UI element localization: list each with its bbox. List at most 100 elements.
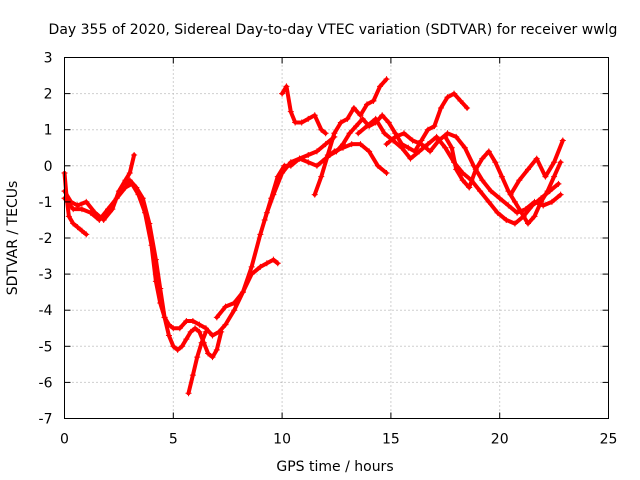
data-point xyxy=(494,209,501,216)
series-arc-6 xyxy=(213,256,281,321)
data-point xyxy=(542,173,549,180)
data-point xyxy=(442,133,449,140)
chart-title: Day 355 of 2020, Sidereal Day-to-day VTE… xyxy=(49,22,618,38)
data-point xyxy=(381,130,388,137)
data-point xyxy=(424,141,431,148)
data-point xyxy=(333,148,340,155)
series-arc-10 xyxy=(326,90,471,158)
series-arc-9 xyxy=(311,76,390,198)
x-axis-label: GPS time / hours xyxy=(276,459,393,475)
data-point xyxy=(170,325,177,332)
data-point xyxy=(348,141,355,148)
data-point xyxy=(326,151,333,158)
y-tick-label: 3 xyxy=(44,51,53,67)
data-point xyxy=(231,307,238,314)
data-point xyxy=(511,220,518,227)
data-point xyxy=(83,231,90,238)
y-tick-label: 0 xyxy=(44,159,53,175)
data-point xyxy=(407,155,414,162)
data-point xyxy=(189,318,196,325)
data-point xyxy=(311,191,318,198)
data-point xyxy=(311,112,318,119)
data-point xyxy=(496,195,503,202)
data-point xyxy=(479,177,486,184)
x-tick-label: 25 xyxy=(600,432,618,448)
data-point xyxy=(451,90,458,97)
data-point xyxy=(78,227,85,234)
plot-frame xyxy=(64,57,609,419)
x-tick-label: 0 xyxy=(60,432,69,448)
data-point xyxy=(74,224,81,231)
data-point xyxy=(165,332,172,339)
data-point xyxy=(313,148,320,155)
data-point xyxy=(405,144,412,151)
data-point xyxy=(453,166,460,173)
data-point xyxy=(503,216,510,223)
series-line xyxy=(312,77,389,197)
data-point xyxy=(459,177,466,184)
data-point xyxy=(268,195,275,202)
data-point xyxy=(379,112,386,119)
data-point xyxy=(472,166,479,173)
data-point xyxy=(133,184,140,191)
data-point xyxy=(427,148,434,155)
data-point xyxy=(435,137,442,144)
y-tick-label: -1 xyxy=(39,195,53,211)
data-point xyxy=(531,213,538,220)
data-point xyxy=(505,188,512,195)
data-point xyxy=(505,202,512,209)
series-arc-5 xyxy=(185,328,209,397)
data-point xyxy=(274,173,281,180)
data-point xyxy=(70,206,77,213)
tick-label-layer: 0 5 10 15 20 25 -7 -6 -5 -4 -3 -2 -1 0 1 2 3 xyxy=(39,51,618,448)
x-tick-label: 15 xyxy=(382,432,400,448)
data-point xyxy=(70,220,77,227)
data-point xyxy=(557,191,564,198)
data-point xyxy=(363,123,370,130)
data-point xyxy=(485,198,492,205)
data-point xyxy=(385,119,392,126)
data-point xyxy=(363,101,370,108)
data-point xyxy=(522,206,529,213)
data-point xyxy=(209,332,216,339)
data-point xyxy=(377,83,384,90)
data-point xyxy=(398,144,405,151)
data-point xyxy=(400,130,407,137)
data-point xyxy=(322,141,329,148)
series-arc-14 xyxy=(507,137,566,198)
data-point xyxy=(555,180,562,187)
data-point xyxy=(431,123,438,130)
data-point xyxy=(176,325,183,332)
data-point xyxy=(359,115,366,122)
data-point xyxy=(416,148,423,155)
data-point xyxy=(283,83,290,90)
data-point xyxy=(213,314,220,321)
data-point xyxy=(477,188,484,195)
y-tick-label: -2 xyxy=(39,231,53,247)
y-tick-label: -5 xyxy=(39,339,53,355)
data-point xyxy=(392,133,399,140)
data-point xyxy=(516,177,523,184)
data-point xyxy=(511,198,518,205)
data-point xyxy=(479,155,486,162)
data-point xyxy=(353,123,360,130)
y-axis-label: SDTVAR / TECUs xyxy=(5,181,21,296)
data-point xyxy=(544,188,551,195)
data-point xyxy=(231,299,238,306)
data-point xyxy=(205,350,212,357)
data-point xyxy=(374,162,381,169)
series-arc-4 xyxy=(122,177,225,361)
data-point xyxy=(126,177,133,184)
data-point xyxy=(279,90,286,97)
data-point xyxy=(202,328,209,335)
data-point xyxy=(318,173,325,180)
y-tick-label: -7 xyxy=(39,412,53,428)
data-point xyxy=(464,105,471,112)
data-point xyxy=(524,220,531,227)
data-point xyxy=(187,328,194,335)
data-point xyxy=(305,159,312,166)
data-point xyxy=(248,271,255,278)
data-point xyxy=(498,173,505,180)
data-point xyxy=(538,198,545,205)
data-point xyxy=(122,180,129,187)
